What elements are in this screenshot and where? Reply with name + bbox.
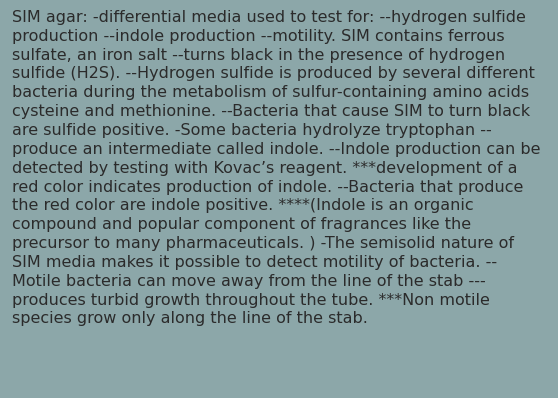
Text: SIM agar: -differential media used to test for: --hydrogen sulfide
production --: SIM agar: -differential media used to te… <box>12 10 541 326</box>
